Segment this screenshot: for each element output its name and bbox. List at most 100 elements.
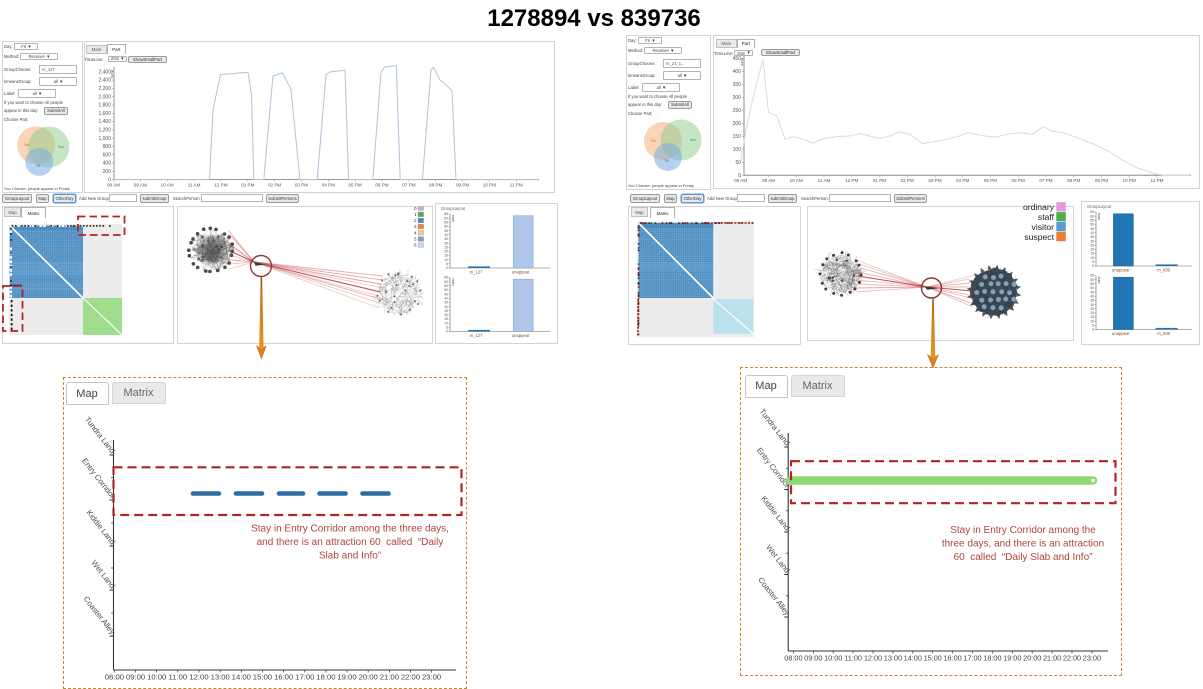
svg-text:Entry Corridor: Entry Corridor [80,456,117,500]
svg-text:11 AM: 11 AM [188,183,201,188]
svg-text:08:00: 08:00 [105,673,124,682]
svg-text:25: 25 [444,245,448,249]
svg-text:22:00: 22:00 [1063,654,1081,663]
svg-text:Kiddie Land: Kiddie Land [85,508,117,546]
svg-text:18:00: 18:00 [316,673,335,682]
svg-text:10: 10 [1090,319,1094,323]
svg-text:350: 350 [733,82,742,88]
svg-text:400: 400 [733,69,742,75]
svg-text:0: 0 [414,206,417,211]
svg-text:3: 3 [414,224,417,229]
svg-text:13:00: 13:00 [884,654,902,663]
svg-text:50: 50 [1090,286,1094,290]
svg-text:100: 100 [733,147,742,153]
svg-text:Sun: Sun [58,145,64,149]
svg-text:55: 55 [444,221,448,225]
svg-text:Coaster Alley: Coaster Alley [82,594,117,636]
svg-text:04 PM: 04 PM [322,183,335,188]
svg-text:13:00: 13:00 [211,673,230,682]
svg-text:50: 50 [735,160,741,166]
svg-text:02 PM: 02 PM [268,183,281,188]
svg-text:09 PM: 09 PM [456,183,469,188]
svg-text:0: 0 [446,330,448,334]
svg-text:11:00: 11:00 [844,654,862,663]
svg-text:18:00: 18:00 [983,654,1001,663]
svg-text:11 PM: 11 PM [510,183,523,188]
svg-text:10:00: 10:00 [824,654,842,663]
svg-text:65: 65 [444,212,448,216]
svg-text:num: num [1097,277,1101,284]
svg-text:Fri: Fri [36,164,40,168]
svg-text:m_127: m_127 [470,270,483,275]
svg-text:20: 20 [444,313,448,317]
svg-text:05 PM: 05 PM [348,183,361,188]
svg-text:5: 5 [414,237,417,242]
svg-text:23:00: 23:00 [422,673,441,682]
svg-text:Sun: Sun [690,138,696,142]
svg-text:Tundra Land: Tundra Land [758,407,792,447]
svg-text:17:00: 17:00 [295,673,314,682]
svg-text:400: 400 [103,161,112,167]
svg-text:11:00: 11:00 [168,673,187,682]
svg-text:40: 40 [1090,295,1094,299]
svg-text:Tundra Land: Tundra Land [83,415,117,455]
svg-text:1,800: 1,800 [98,103,111,109]
svg-text:Slab and Info”: Slab and Info” [319,551,381,562]
svg-text:2,400: 2,400 [98,69,111,75]
svg-text:50: 50 [444,225,448,229]
svg-text:10: 10 [1090,256,1094,260]
svg-text:06 PM: 06 PM [375,183,388,188]
svg-text:07 PM: 07 PM [1039,178,1052,183]
svg-text:30: 30 [1090,239,1094,243]
svg-text:10 AM: 10 AM [790,178,803,183]
svg-text:150: 150 [733,134,742,140]
svg-text:Stay in Entry Corridor among t: Stay in Entry Corridor among the [950,525,1096,536]
svg-text:num: num [740,58,745,66]
svg-text:300: 300 [733,95,742,101]
svg-text:visitor: visitor [1032,222,1055,232]
svg-text:03 PM: 03 PM [928,178,941,183]
svg-text:09:00: 09:00 [804,654,822,663]
svg-text:unappear: unappear [1112,331,1130,336]
svg-text:30: 30 [444,305,448,309]
svg-text:08 PM: 08 PM [429,183,442,188]
svg-text:Kiddie Land: Kiddie Land [759,494,791,532]
svg-text:5: 5 [1092,324,1094,328]
svg-text:staff: staff [1038,212,1055,222]
svg-text:10: 10 [444,258,448,262]
svg-text:20:00: 20:00 [359,673,378,682]
svg-text:09:00: 09:00 [126,673,145,682]
svg-text:30: 30 [444,241,448,245]
svg-text:5: 5 [446,326,448,330]
svg-text:5: 5 [1092,260,1094,264]
svg-text:30: 30 [1090,303,1094,307]
svg-text:1: 1 [414,212,417,217]
svg-text:20:00: 20:00 [1023,654,1041,663]
svg-text:12 PM: 12 PM [214,183,227,188]
svg-text:m_839: m_839 [1157,268,1170,273]
svg-text:08 AM: 08 AM [734,178,747,183]
svg-text:15: 15 [444,254,448,258]
svg-text:03 PM: 03 PM [295,183,308,188]
svg-text:15: 15 [1090,315,1094,319]
svg-text:1,600: 1,600 [98,111,111,117]
svg-text:65: 65 [1090,210,1094,214]
svg-text:450: 450 [733,56,742,62]
svg-text:60 called “Daily Slab and In: 60 called “Daily Slab and Info” [954,552,1093,563]
svg-text:01 PM: 01 PM [241,183,254,188]
svg-text:Sat: Sat [24,143,29,147]
svg-text:55: 55 [444,284,448,288]
svg-text:25: 25 [1090,307,1094,311]
svg-text:10: 10 [444,321,448,325]
svg-text:suspect: suspect [1024,232,1054,242]
svg-text:unappear: unappear [512,270,530,275]
svg-text:600: 600 [103,152,112,158]
svg-text:50: 50 [444,288,448,292]
svg-text:0: 0 [108,177,111,183]
svg-text:12:00: 12:00 [189,673,208,682]
svg-text:Sat: Sat [651,139,656,143]
svg-text:15:00: 15:00 [253,673,272,682]
svg-text:06 PM: 06 PM [1012,178,1025,183]
svg-text:20: 20 [444,250,448,254]
svg-text:02 PM: 02 PM [901,178,914,183]
